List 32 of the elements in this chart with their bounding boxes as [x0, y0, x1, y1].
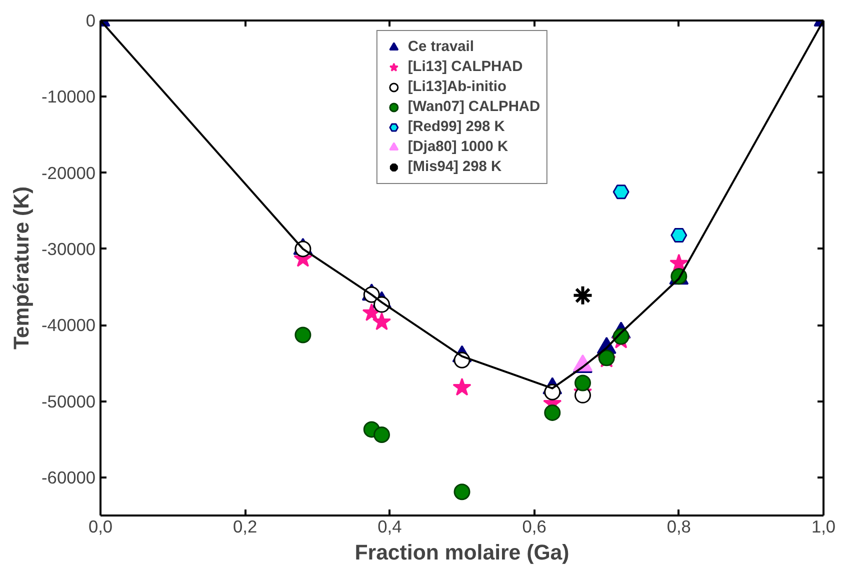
y-tick-label: 0	[86, 10, 96, 30]
legend-label: Ce travail	[408, 38, 474, 57]
legend-label: [Mis94] 298 K	[408, 158, 502, 177]
x-tick-label: 0,0	[88, 516, 113, 536]
y-tick-label: -40000	[42, 315, 96, 336]
y-tick-label: -10000	[42, 86, 96, 107]
y-axis-title: Température (K)	[10, 186, 34, 350]
x-tick-label: 1,0	[811, 516, 836, 536]
x-tick-label: 0,4	[378, 516, 402, 536]
point	[452, 378, 472, 396]
point	[574, 374, 591, 392]
point	[373, 426, 390, 444]
point	[544, 404, 561, 421]
x-tick-label: 0,2	[233, 516, 258, 536]
x-axis-title: Fraction molaire (Ga)	[354, 540, 570, 564]
y-tick-label: -50000	[42, 391, 96, 412]
point	[572, 284, 594, 306]
y-tick-label: -60000	[42, 467, 96, 488]
x-tick-label: 0,6	[522, 516, 546, 536]
point	[372, 312, 392, 330]
x-tick-label: 0,8	[666, 516, 691, 536]
legend-label: [Red99] 298 K	[408, 118, 505, 137]
point	[294, 326, 312, 344]
legend-label: [Li13] CALPHAD	[408, 58, 523, 77]
point	[454, 484, 470, 500]
y-tick-label: -30000	[42, 238, 96, 259]
legend-label: [Dja80] 1000 K	[408, 138, 508, 157]
y-tick-label: -20000	[42, 162, 96, 183]
legend-label: [Li13]Ab-initio	[408, 78, 506, 97]
point	[612, 184, 630, 200]
point	[670, 228, 688, 242]
legend-label: [Wan07] CALPHAD	[408, 98, 540, 117]
